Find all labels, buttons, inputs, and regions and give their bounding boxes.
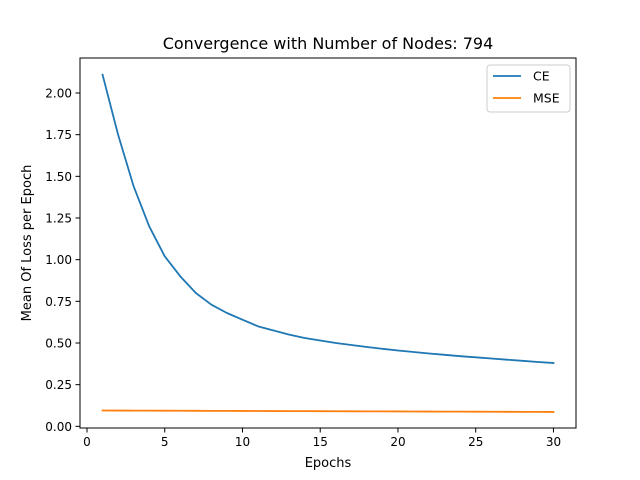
legend-label-mse: MSE — [533, 91, 560, 106]
series-line-mse — [101, 409, 555, 413]
legend-entries: CE MSE — [493, 69, 560, 106]
y-tick-label: 0.50 — [45, 337, 72, 351]
x-tick-label: 20 — [390, 435, 405, 449]
y-tick-label: 1.00 — [45, 253, 72, 267]
y-tick-label: 0.75 — [45, 295, 72, 309]
legend-label-ce: CE — [533, 69, 550, 84]
chart-title: Convergence with Number of Nodes: 794 — [163, 34, 494, 53]
y-tick-label: 1.50 — [45, 170, 72, 184]
x-tick-label: 0 — [83, 435, 91, 449]
x-tick-label: 5 — [161, 435, 169, 449]
x-tick-label: 15 — [313, 435, 328, 449]
series-line-ce — [101, 73, 555, 364]
x-tick-label: 25 — [468, 435, 483, 449]
x-tick-label: 10 — [235, 435, 250, 449]
x-axis-label: Epochs — [305, 456, 352, 471]
y-tick-label: 1.25 — [45, 212, 72, 226]
y-tick-label: 0.00 — [45, 420, 72, 434]
y-tick-label: 1.75 — [45, 128, 72, 142]
y-tick-label: 2.00 — [45, 87, 72, 101]
y-axis-label: Mean Of Loss per Epoch — [20, 165, 35, 322]
plot-frame — [79, 57, 577, 429]
x-axis-ticks: 0 5 10 15 20 25 30 — [83, 428, 561, 449]
series-layer — [101, 73, 555, 413]
x-tick-label: 30 — [546, 435, 561, 449]
legend: CE MSE — [486, 64, 571, 113]
y-tick-label: 0.25 — [45, 378, 72, 392]
y-axis-ticks: 0.00 0.25 0.50 0.75 1.00 1.25 1.50 1.75 2.00 — [45, 87, 80, 434]
